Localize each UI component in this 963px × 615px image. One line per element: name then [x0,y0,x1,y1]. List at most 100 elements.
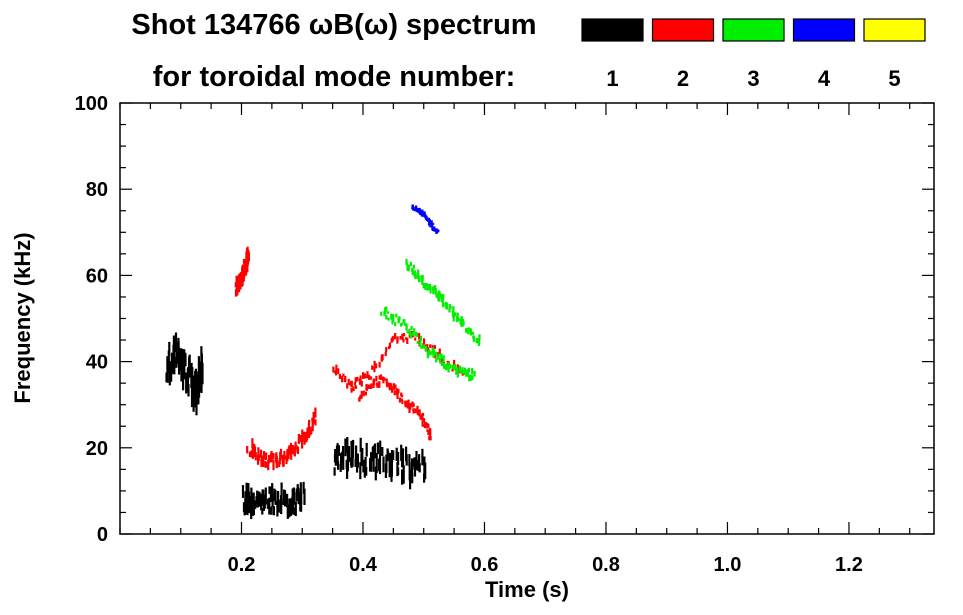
spectrum-mark [478,334,481,340]
mode-1-track-1 [241,481,306,520]
spectrum-mark [431,226,434,230]
spectrum-mark [405,337,408,340]
spectrum-mark [391,336,394,342]
spectrum-mark [425,349,428,352]
spectrum-mark [428,436,431,441]
spectrum-mark [388,383,391,390]
spectrum-mark [354,385,358,389]
spectrum-mark [257,454,261,461]
spectrum-mark [394,384,397,389]
spectrum-mark [272,460,275,471]
spectrum-mark [253,446,257,457]
spectrum-mark [174,332,178,353]
spectrum-mark [416,341,419,344]
spectrum-mark [415,332,419,337]
axis-tick-labels: 0.2 0.4 0.6 0.8 1.0 1.2 0 20 40 60 80 100 [75,93,863,576]
spectrum-mark [165,372,168,383]
spectrum-mark [286,493,289,508]
spectrum-mark [458,365,461,372]
spectrum-mark [411,267,414,272]
spectrum-mark [365,442,368,457]
spectrum-mark [283,450,286,460]
spectrum-mark [401,400,404,405]
spectrum-mark [442,355,445,362]
spectrum-mark [256,490,259,508]
spectrum-mark [273,488,276,502]
spectrum-mark [350,387,353,393]
spectrum-mark [384,311,387,315]
spectrum-mark [166,361,169,383]
spectrum-mark [465,371,468,377]
spectrum-mark [424,214,427,218]
spectrum-mark [259,449,263,459]
spectrum-mark [392,314,395,320]
spectrum-mark [251,446,254,454]
spectrum-mark [433,228,436,232]
legend-label-mode-3: 3 [747,66,759,91]
spectrum-mark [201,363,204,385]
spectrum-mark [359,375,362,381]
spectrum-mark [406,330,409,334]
spectrum-mark [250,503,253,520]
spectrum-mark [407,399,410,404]
spectrum-mark [288,445,291,454]
spectrum-mark [347,446,350,462]
spectrum-mark [476,337,479,344]
spectrum-mark [336,443,339,463]
spectrum-mark [438,348,441,355]
spectrum-mark [465,328,468,333]
spectrum-mark [434,288,437,295]
spectrum-mark [332,366,335,373]
spectrum-mark [473,371,476,377]
spectrum-mark [452,306,455,313]
spectrum-mark [354,377,357,383]
spectrum-mark [419,415,422,420]
spectrum-mark [195,392,198,416]
spectrum-mark [398,316,401,321]
spectrum-mark [280,501,283,515]
spectrum-mark [352,439,355,459]
spectrum-mark [303,437,306,445]
spectrum-mark [388,458,391,478]
spectrum-mark [411,206,414,210]
spectrum-mark [250,487,253,499]
spectrum-mark [456,364,459,369]
spectrum-mark [424,422,427,427]
spectrum-mark [362,390,365,397]
spectrum-mark [472,331,475,335]
spectrum-mark [436,229,439,233]
spectrum-mark [401,337,404,340]
spectrum-mark [392,450,395,461]
spectrum-mark [460,369,463,374]
spectrum-mark [412,402,415,407]
spectrum-mark [442,362,445,369]
spectrum-mark [446,303,449,310]
spectrum-mark [272,453,275,460]
spectrum-mark [364,456,367,470]
spectrum-mark [428,283,432,288]
spectrum-mark [314,407,317,418]
legend-swatch-mode-5 [863,18,926,42]
spectrum-mark [271,483,274,499]
spectrum-mark [470,328,473,336]
spectrum-mark [372,378,376,386]
spectrum-mark [435,357,438,363]
spectrum-mark [244,264,247,273]
mode-2-track-4 [246,407,317,471]
spectrum-mark [170,361,173,382]
spectrum-mark [425,218,429,221]
spectrum-mark [393,334,396,340]
spectrum-mark [252,492,255,505]
spectrum-mark [386,383,389,388]
spectrum-mark [402,338,405,343]
spectrum-mark [381,354,384,361]
y-tick-label: 80 [86,179,108,201]
spectrum-mark [430,220,433,224]
spectrum-mark [239,274,242,285]
spectrum-mark [417,269,420,275]
spectrum-mark [246,249,249,259]
chart-subtitle: for toroidal mode number: [153,61,516,93]
spectrum-mark [406,404,409,409]
spectrum-mark [372,455,375,472]
spectrum-mark [337,368,340,374]
